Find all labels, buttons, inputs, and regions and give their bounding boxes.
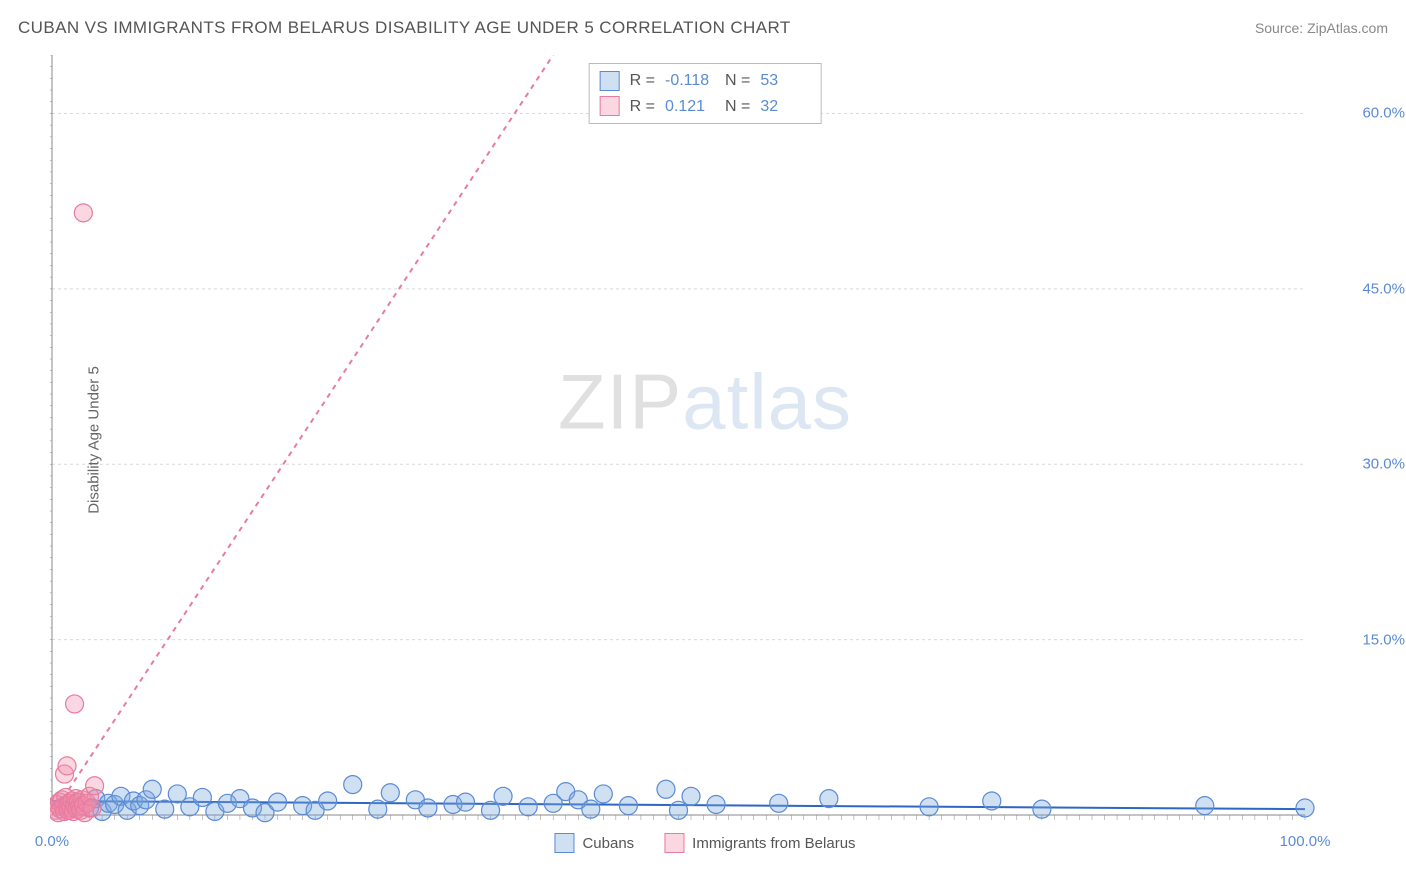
legend-item-cubans: Cubans	[554, 833, 634, 853]
chart-header: CUBAN VS IMMIGRANTS FROM BELARUS DISABIL…	[18, 18, 1388, 38]
n-label-2: N =	[725, 94, 750, 120]
n-value-belarus: 32	[760, 94, 810, 120]
plot-area: ZIPatlas Disability Age Under 5 R = -0.1…	[50, 55, 1360, 825]
y-axis-label: Disability Age Under 5	[85, 366, 102, 514]
legend-item-belarus: Immigrants from Belarus	[664, 833, 855, 853]
xtick-label: 0.0%	[35, 833, 69, 850]
stats-box: R = -0.118 N = 53 R = 0.121 N = 32	[589, 63, 822, 124]
n-value-cubans: 53	[760, 68, 810, 94]
r-value-cubans: -0.118	[665, 68, 715, 94]
xtick-label: 100.0%	[1280, 833, 1331, 850]
ytick-label: 15.0%	[1362, 631, 1405, 648]
legend-swatch-cubans	[554, 833, 574, 853]
legend-swatch-belarus	[664, 833, 684, 853]
ytick-label: 45.0%	[1362, 280, 1405, 297]
stats-row-cubans: R = -0.118 N = 53	[600, 68, 811, 94]
swatch-belarus	[600, 96, 620, 116]
legend-label-cubans: Cubans	[582, 835, 634, 852]
r-value-belarus: 0.121	[665, 94, 715, 120]
source-label: Source: ZipAtlas.com	[1255, 20, 1388, 36]
r-label-2: R =	[630, 94, 655, 120]
legend: Cubans Immigrants from Belarus	[554, 833, 855, 853]
r-label: R =	[630, 68, 655, 94]
swatch-cubans	[600, 71, 620, 91]
ytick-label: 60.0%	[1362, 105, 1405, 122]
n-label: N =	[725, 68, 750, 94]
legend-label-belarus: Immigrants from Belarus	[692, 835, 855, 852]
scatter-chart	[50, 55, 1360, 825]
ytick-label: 30.0%	[1362, 456, 1405, 473]
stats-row-belarus: R = 0.121 N = 32	[600, 94, 811, 120]
chart-title: CUBAN VS IMMIGRANTS FROM BELARUS DISABIL…	[18, 18, 791, 38]
